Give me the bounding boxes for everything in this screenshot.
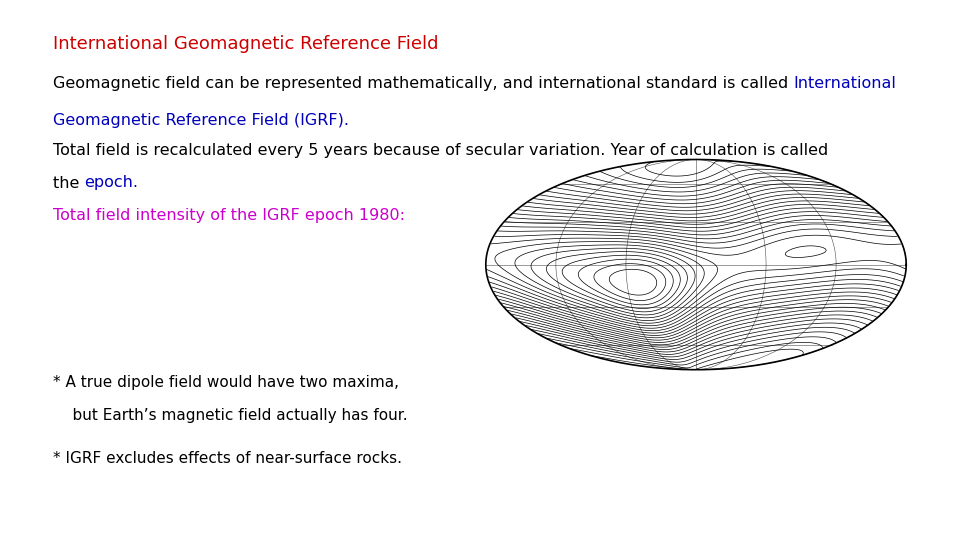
Text: but Earth’s magnetic field actually has four.: but Earth’s magnetic field actually has …	[53, 408, 407, 423]
Text: Geomagnetic field can be represented mathematically, and international standard : Geomagnetic field can be represented mat…	[53, 76, 793, 91]
Text: International Geomagnetic Reference Field: International Geomagnetic Reference Fiel…	[53, 35, 439, 53]
Text: Total field intensity of the IGRF epoch 1980:: Total field intensity of the IGRF epoch …	[53, 208, 405, 223]
Text: Total field is recalculated every 5 years because of secular variation. Year of : Total field is recalculated every 5 year…	[53, 143, 828, 158]
Text: * IGRF excludes effects of near-surface rocks.: * IGRF excludes effects of near-surface …	[53, 451, 402, 466]
Text: the: the	[53, 176, 84, 191]
Text: * A true dipole field would have two maxima,: * A true dipole field would have two max…	[53, 375, 398, 390]
Text: Geomagnetic Reference Field (IGRF).: Geomagnetic Reference Field (IGRF).	[53, 113, 348, 129]
Text: epoch.: epoch.	[84, 176, 138, 191]
Text: International: International	[793, 76, 896, 91]
